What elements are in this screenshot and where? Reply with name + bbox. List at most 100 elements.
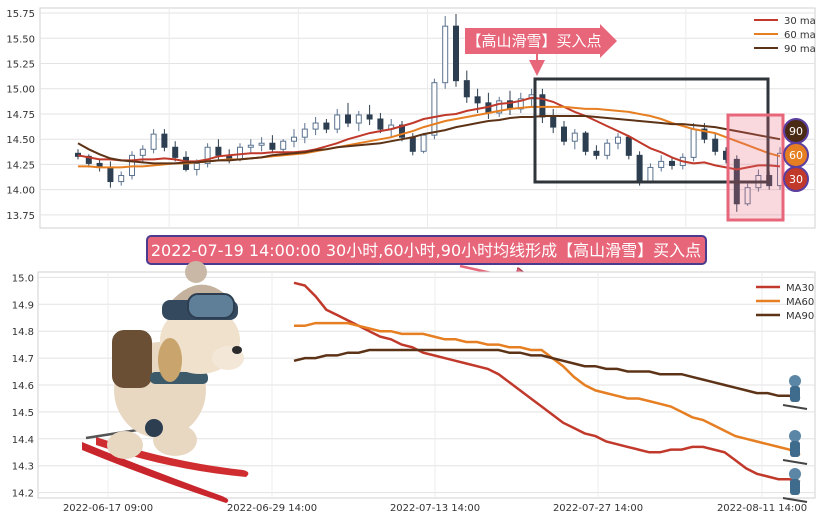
top-gridlines xyxy=(40,8,815,228)
candle xyxy=(625,135,632,160)
bottom-y-tick: 14.2 xyxy=(12,489,34,500)
candle xyxy=(636,151,643,186)
bottom-series-MA60 xyxy=(294,321,801,457)
top-y-tick: 15.50 xyxy=(6,34,35,45)
backpack xyxy=(112,330,152,388)
candle xyxy=(172,141,179,162)
candle xyxy=(258,137,265,152)
candle xyxy=(204,143,211,168)
bottom-y-tick: 14.4 xyxy=(12,435,34,446)
candle xyxy=(312,116,319,136)
candle xyxy=(593,145,600,160)
candle xyxy=(301,123,308,144)
bottom-y-tick: 14.7 xyxy=(12,354,34,365)
candle xyxy=(118,171,125,186)
top-legend-label: 60 ma xyxy=(784,30,816,41)
top-legend: 30 ma 60 ma 90 ma xyxy=(754,16,816,55)
callout-arrow-shape xyxy=(465,24,617,58)
bottom-x-tick-labels: 2022-06-17 09:00 2022-06-29 14:00 2022-07-… xyxy=(63,503,807,514)
dog-leg-back xyxy=(107,431,143,459)
ski-right xyxy=(96,437,249,477)
bottom-y-tick: 15.0 xyxy=(12,273,34,284)
candle xyxy=(323,119,330,134)
bottom-x-tick: 2022-07-13 14:00 xyxy=(390,503,480,514)
candle xyxy=(571,129,578,150)
bottom-y-tick: 14.6 xyxy=(12,381,34,392)
candle xyxy=(420,133,427,154)
dog-leg xyxy=(153,424,197,456)
goggles xyxy=(187,293,235,319)
candlestick-panel: 13.75 14.00 14.25 14.50 14.75 15.00 15.25 15.50… xyxy=(6,7,816,229)
consolidation-frame xyxy=(533,77,770,184)
skier-icon-1 xyxy=(782,375,808,410)
candle xyxy=(355,110,362,132)
candle xyxy=(431,78,438,140)
bottom-x-tick: 2022-07-27 14:00 xyxy=(553,503,643,514)
top-y-tick: 14.50 xyxy=(6,135,35,146)
candle xyxy=(744,183,751,206)
bottom-ma-lines xyxy=(293,281,801,484)
skiing-dog-illustration xyxy=(82,261,249,503)
top-y-tick-labels: 13.75 14.00 14.25 14.50 14.75 15.00 15.25 15.50… xyxy=(6,9,35,222)
badge-60-label: 60 xyxy=(789,149,803,162)
candle xyxy=(291,129,297,148)
badge-90-label: 90 xyxy=(789,125,803,138)
bottom-legend-label: MA90 xyxy=(786,311,814,322)
bottom-y-tick: 14.8 xyxy=(12,327,34,338)
bottom-legend-label: MA30 xyxy=(786,283,814,294)
candle xyxy=(604,139,611,160)
candle xyxy=(517,92,524,113)
top-y-tick: 15.75 xyxy=(6,9,35,20)
glove xyxy=(145,419,163,437)
top-y-tick: 14.00 xyxy=(6,186,35,197)
candle xyxy=(247,139,254,154)
top-y-tick: 15.25 xyxy=(6,60,35,71)
candle xyxy=(366,104,373,126)
small-skier-icons xyxy=(782,375,808,503)
ma-end-badges: 90 60 30 xyxy=(783,118,809,192)
top-y-tick: 13.75 xyxy=(6,211,35,222)
dog-ear xyxy=(158,338,182,382)
top-y-tick: 15.00 xyxy=(6,85,35,96)
candle xyxy=(496,96,503,117)
bottom-legend: MA30 MA60 MA90 xyxy=(756,283,814,322)
top-y-tick: 14.25 xyxy=(6,160,35,171)
candle xyxy=(658,155,665,172)
badge-30-label: 30 xyxy=(789,173,803,186)
candle xyxy=(334,108,341,134)
banner-box xyxy=(146,235,707,265)
candle xyxy=(615,133,621,150)
bottom-series-MA90 xyxy=(293,348,801,400)
candle xyxy=(161,129,168,152)
candle xyxy=(582,131,589,156)
bottom-x-tick: 2022-06-29 14:00 xyxy=(227,503,317,514)
top-series-90-ma xyxy=(77,115,781,165)
candle xyxy=(377,112,384,134)
banner-text: 2022-07-19 14:00:00 30小时,60小时,90小时均线形成【高… xyxy=(151,241,701,260)
candle xyxy=(442,16,449,89)
skier-icon-2 xyxy=(782,430,808,465)
top-legend-label: 90 ma xyxy=(784,44,816,55)
bottom-y-tick: 14.3 xyxy=(12,462,34,473)
bottom-y-tick-labels: 14.2 14.3 14.4 14.5 14.6 14.7 14.8 14.9 15.0 xyxy=(12,273,34,499)
bottom-y-tick: 14.5 xyxy=(12,408,34,419)
candle xyxy=(150,129,157,154)
top-legend-label: 30 ma xyxy=(784,16,816,27)
signal-banner: 2022-07-19 14:00:00 30小时,60小时,90小时均线形成【高… xyxy=(146,235,707,282)
candle xyxy=(345,102,351,128)
signal-zone xyxy=(726,113,785,222)
top-ma-lines xyxy=(77,96,781,171)
hat-pompom xyxy=(185,261,207,283)
candle xyxy=(269,135,276,154)
skier-icon-3 xyxy=(782,468,808,503)
bottom-legend-label: MA60 xyxy=(786,297,814,308)
candle xyxy=(712,133,719,156)
bottom-x-tick: 2022-06-17 09:00 xyxy=(63,503,153,514)
candle xyxy=(561,121,567,146)
dog-nose xyxy=(232,346,242,354)
bottom-y-tick: 14.9 xyxy=(12,300,34,311)
candle xyxy=(463,70,470,103)
candle xyxy=(669,157,675,170)
badge-30 xyxy=(783,166,809,192)
